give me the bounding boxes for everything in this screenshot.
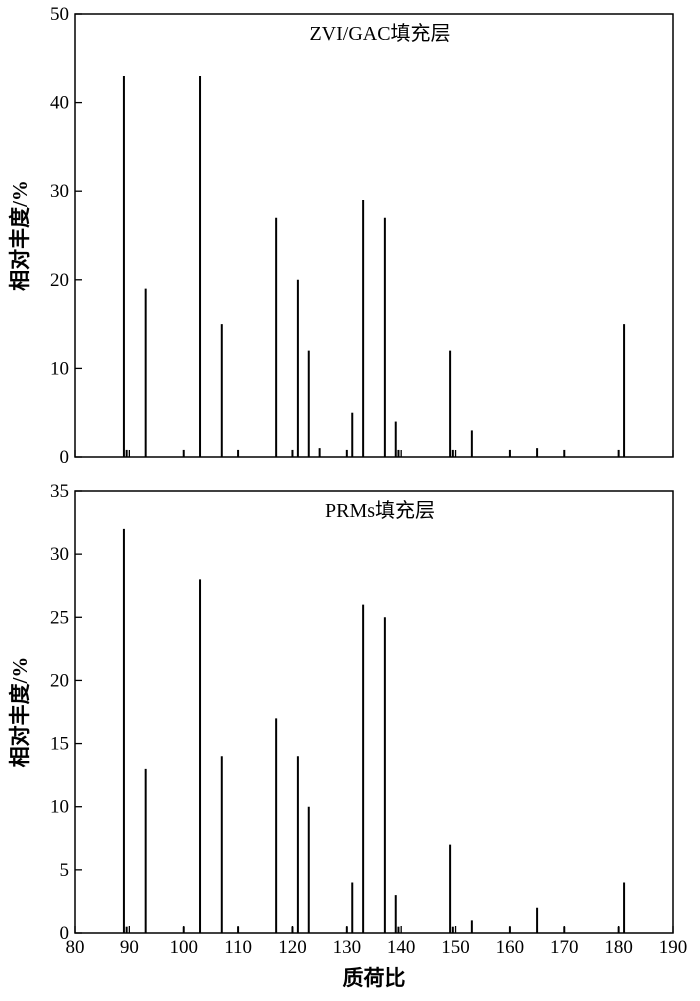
panel-title: PRMs填充层 <box>325 499 435 522</box>
panel-zvi-gac: 0 10 20 30 40 50 ZVI/GAC填充层 相对丰度/% <box>8 4 674 468</box>
x-tick-label: 90 <box>120 937 139 958</box>
x-tick-label: 170 <box>550 937 579 958</box>
x-axis-ticks: 80 90 100 110 120 130 140 150 160 170 180 190 <box>66 926 688 958</box>
x-tick-label: 120 <box>278 937 307 958</box>
y-tick-label: 50 <box>50 4 69 25</box>
y-axis-label: 相对丰度/% <box>8 657 32 768</box>
y-tick-label: 20 <box>50 670 69 691</box>
x-tick-label: 150 <box>441 937 470 958</box>
y-tick-label: 5 <box>60 860 70 881</box>
y-tick-label: 10 <box>50 358 69 379</box>
panel-title: ZVI/GAC填充层 <box>309 22 450 45</box>
x-tick-label: 140 <box>387 937 416 958</box>
y-axis-ticks: 0 10 20 30 40 50 <box>50 4 82 468</box>
y-tick-label: 15 <box>50 734 69 755</box>
y-tick-label: 10 <box>50 797 69 818</box>
plot-frame <box>74 490 674 934</box>
spectrum-bars <box>122 528 626 933</box>
panel-prms: 0 5 10 15 20 25 30 35 80 90 100 110 120 130 140 150 160… <box>8 481 687 990</box>
y-tick-label: 30 <box>50 181 69 202</box>
plot-frame <box>74 13 674 458</box>
x-tick-label: 160 <box>496 937 525 958</box>
x-axis-label: 质荷比 <box>343 966 406 990</box>
y-axis-label: 相对丰度/% <box>8 180 32 291</box>
y-tick-label: 30 <box>50 544 69 565</box>
x-tick-label: 80 <box>66 937 85 958</box>
spectrum-bars <box>122 76 626 457</box>
y-tick-label: 40 <box>50 93 69 114</box>
x-tick-label: 130 <box>333 937 362 958</box>
x-tick-label: 180 <box>604 937 633 958</box>
x-tick-label: 100 <box>169 937 198 958</box>
x-tick-label: 190 <box>659 937 688 958</box>
y-tick-label: 20 <box>50 270 69 291</box>
y-tick-label: 0 <box>60 923 70 944</box>
x-tick-label: 110 <box>224 937 252 958</box>
y-tick-label: 0 <box>60 447 70 468</box>
x-axis-ticks <box>74 450 674 457</box>
y-axis-ticks: 0 5 10 15 20 25 30 35 <box>50 481 82 944</box>
y-tick-label: 35 <box>50 481 69 502</box>
y-tick-label: 25 <box>50 607 69 628</box>
